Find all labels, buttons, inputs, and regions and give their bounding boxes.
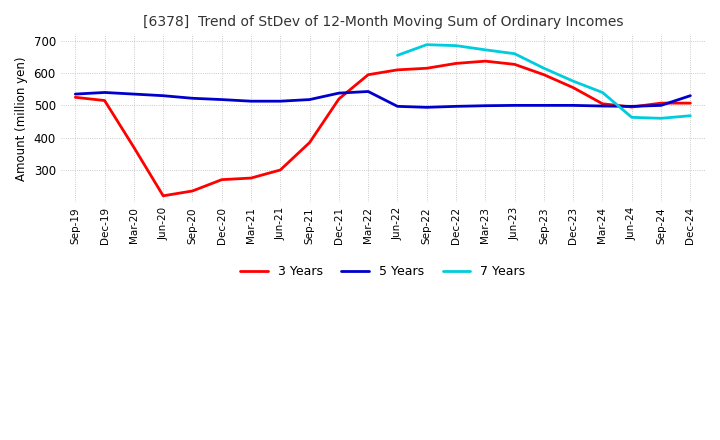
7 Years	[510, 51, 519, 56]
Y-axis label: Amount (million yen): Amount (million yen)	[15, 56, 28, 180]
3 Years	[159, 193, 168, 198]
7 Years	[657, 116, 665, 121]
3 Years	[130, 145, 138, 150]
5 Years	[481, 103, 490, 108]
3 Years	[335, 96, 343, 102]
7 Years	[627, 115, 636, 120]
3 Years	[393, 67, 402, 73]
7 Years	[686, 113, 695, 118]
3 Years	[423, 66, 431, 71]
3 Years	[188, 188, 197, 194]
7 Years	[451, 43, 460, 48]
7 Years	[569, 78, 577, 84]
Legend: 3 Years, 5 Years, 7 Years: 3 Years, 5 Years, 7 Years	[235, 260, 531, 283]
Line: 7 Years: 7 Years	[397, 45, 690, 118]
3 Years	[305, 140, 314, 145]
5 Years	[305, 97, 314, 102]
3 Years	[598, 101, 607, 106]
5 Years	[335, 91, 343, 96]
Title: [6378]  Trend of StDev of 12-Month Moving Sum of Ordinary Incomes: [6378] Trend of StDev of 12-Month Moving…	[143, 15, 623, 29]
3 Years	[217, 177, 226, 182]
3 Years	[451, 61, 460, 66]
3 Years	[686, 100, 695, 106]
3 Years	[71, 95, 80, 100]
5 Years	[188, 95, 197, 101]
5 Years	[276, 99, 284, 104]
Line: 5 Years: 5 Years	[76, 92, 690, 107]
3 Years	[510, 62, 519, 67]
5 Years	[100, 90, 109, 95]
3 Years	[247, 176, 256, 181]
3 Years	[627, 104, 636, 110]
7 Years	[481, 47, 490, 52]
5 Years	[71, 92, 80, 97]
7 Years	[598, 90, 607, 95]
5 Years	[423, 105, 431, 110]
5 Years	[451, 104, 460, 109]
5 Years	[686, 93, 695, 98]
5 Years	[598, 103, 607, 109]
5 Years	[364, 89, 372, 94]
3 Years	[276, 167, 284, 172]
3 Years	[569, 85, 577, 90]
3 Years	[364, 72, 372, 77]
5 Years	[657, 103, 665, 108]
3 Years	[657, 100, 665, 106]
7 Years	[393, 53, 402, 58]
Line: 3 Years: 3 Years	[76, 61, 690, 196]
5 Years	[510, 103, 519, 108]
5 Years	[569, 103, 577, 108]
5 Years	[217, 97, 226, 102]
7 Years	[539, 66, 548, 71]
5 Years	[247, 99, 256, 104]
5 Years	[539, 103, 548, 108]
3 Years	[481, 59, 490, 64]
3 Years	[539, 72, 548, 77]
5 Years	[393, 104, 402, 109]
5 Years	[159, 93, 168, 98]
5 Years	[130, 92, 138, 97]
3 Years	[100, 98, 109, 103]
5 Years	[627, 104, 636, 109]
7 Years	[423, 42, 431, 48]
